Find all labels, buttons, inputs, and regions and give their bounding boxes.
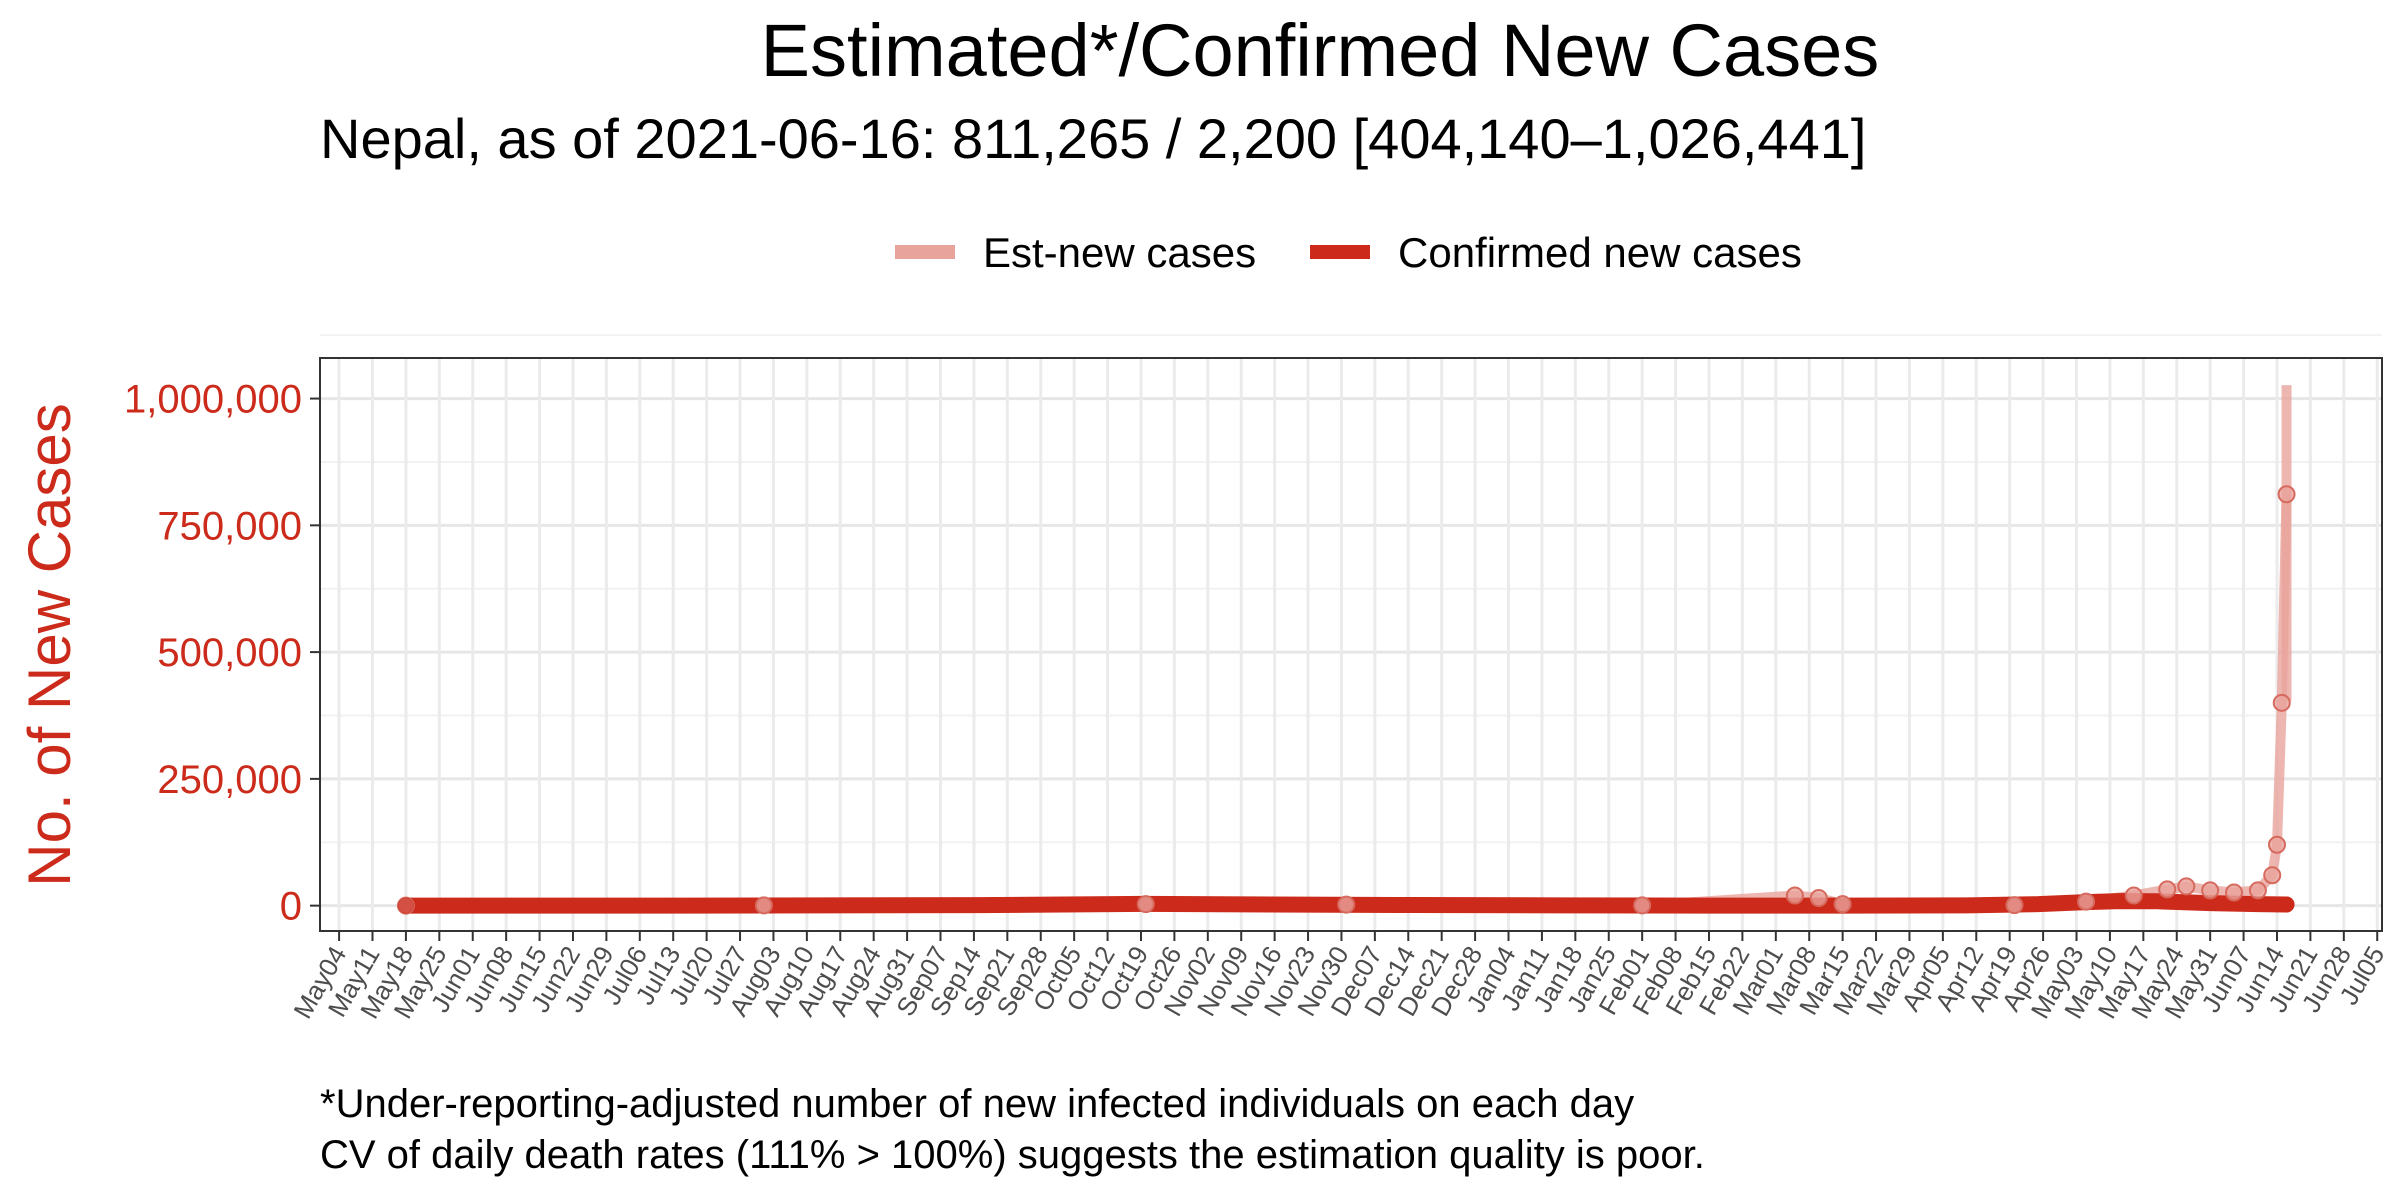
- est-point: [2277, 485, 2296, 504]
- est-point: [1833, 895, 1852, 914]
- est-point: [2158, 880, 2177, 899]
- y-tick-label: 0: [280, 885, 302, 929]
- y-axis-ticks: 0 250,000 500,000 750,000 1,000,000: [124, 378, 320, 929]
- confirmed-point: [2278, 896, 2295, 913]
- est-point: [2005, 896, 2024, 915]
- x-axis-ticks: May04May11May18May25Jun01Jun08Jun15Jun22…: [287, 931, 2390, 1024]
- legend-swatch-confirmed: [1310, 245, 1370, 259]
- y-tick-label: 250,000: [157, 758, 302, 802]
- chart-title: Estimated*/Confirmed New Cases: [761, 9, 1880, 92]
- confirmed-point: [397, 897, 414, 914]
- est-point: [1633, 896, 1652, 915]
- est-point: [2225, 883, 2244, 902]
- est-point: [1785, 886, 1804, 905]
- est-new-cases-line: [405, 494, 2292, 911]
- series: [396, 385, 2296, 915]
- footnote-1: *Under-reporting-adjusted number of new …: [320, 1082, 1634, 1126]
- grid: [320, 334, 2382, 931]
- est-point: [2201, 881, 2220, 900]
- est-point: [2263, 866, 2282, 885]
- est-point: [2267, 835, 2286, 854]
- est-point: [1136, 895, 1155, 914]
- legend: Est-new cases Confirmed new cases: [895, 229, 1802, 276]
- y-tick-label: 500,000: [157, 631, 302, 675]
- est-point: [2124, 886, 2143, 905]
- chart-subtitle: Nepal, as of 2021-06-16: 811,265 / 2,200…: [320, 107, 1866, 170]
- est-point: [2177, 877, 2196, 896]
- est-point: [1809, 889, 1828, 908]
- plot-panel-border: [319, 357, 2383, 932]
- est-point: [2248, 881, 2267, 900]
- est-point: [1337, 895, 1356, 914]
- legend-label-confirmed: Confirmed new cases: [1398, 229, 1802, 276]
- est-point: [2077, 892, 2096, 911]
- legend-label-est: Est-new cases: [983, 229, 1256, 276]
- y-tick-label: 750,000: [157, 504, 302, 548]
- est-point: [2272, 693, 2291, 712]
- legend-swatch-est: [895, 245, 955, 259]
- est-point: [754, 896, 773, 915]
- footnote-2: CV of daily death rates (111% > 100%) su…: [320, 1133, 1705, 1177]
- y-tick-label: 1,000,000: [124, 378, 302, 422]
- y-axis-label: No. of New Cases: [16, 403, 83, 887]
